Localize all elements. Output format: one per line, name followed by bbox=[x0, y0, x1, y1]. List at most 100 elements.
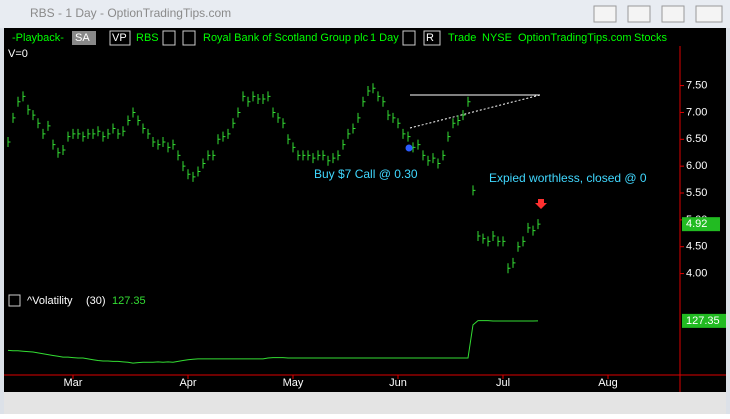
price-bar bbox=[417, 139, 421, 150]
price-bar bbox=[472, 185, 476, 196]
price-bar bbox=[182, 161, 186, 172]
price-bar bbox=[347, 128, 351, 139]
y-tick-label: 6.50 bbox=[686, 133, 707, 145]
vp-button[interactable] bbox=[109, 30, 131, 46]
price-bar bbox=[332, 153, 336, 164]
last-value-label: 127.35 bbox=[686, 315, 720, 327]
price-bar bbox=[387, 110, 391, 121]
sa-button[interactable] bbox=[72, 31, 96, 45]
price-bar bbox=[217, 134, 221, 145]
price-bar bbox=[422, 150, 426, 161]
price-bar bbox=[297, 150, 301, 161]
price-bar bbox=[187, 169, 191, 180]
price-bar bbox=[147, 128, 151, 139]
price-bar bbox=[292, 142, 296, 153]
toolbar: -Playback- SA VP RBS Royal Bank of Scotl… bbox=[8, 30, 668, 60]
annotation: Expied worthless, closed @ 0 bbox=[489, 171, 647, 185]
price-bar bbox=[537, 219, 541, 230]
price-bar bbox=[72, 128, 76, 139]
price-bar bbox=[487, 236, 491, 247]
r-dropdown[interactable] bbox=[423, 30, 441, 46]
price-bar bbox=[322, 150, 326, 161]
minimize-button[interactable] bbox=[627, 5, 651, 23]
price-bar bbox=[277, 112, 281, 123]
price-bar bbox=[197, 166, 201, 177]
price-bar bbox=[87, 128, 91, 139]
price-bar bbox=[397, 118, 401, 129]
x-tick-label: Aug bbox=[598, 377, 618, 389]
price-bar bbox=[437, 158, 441, 169]
x-tick-label: Jun bbox=[389, 377, 407, 389]
y-tick-label: 7.50 bbox=[686, 80, 707, 92]
price-bar bbox=[97, 126, 101, 137]
price-bar bbox=[497, 236, 501, 247]
price-bar bbox=[77, 128, 81, 139]
price-bar bbox=[367, 85, 371, 96]
kind: Trade bbox=[448, 32, 476, 44]
symbol-dropdown[interactable] bbox=[162, 30, 176, 46]
price-bar bbox=[317, 150, 321, 161]
price-bar bbox=[447, 131, 451, 142]
y-tick-label: 6.00 bbox=[686, 160, 707, 172]
y-tick-label: 5.50 bbox=[686, 187, 707, 199]
period-dropdown[interactable] bbox=[402, 30, 416, 46]
window-title: RBS - 1 Day - OptionTradingTips.com bbox=[30, 6, 231, 20]
price-bar bbox=[212, 150, 216, 161]
scrollbar[interactable] bbox=[4, 392, 726, 414]
price-bar bbox=[17, 96, 21, 107]
price-bar bbox=[427, 155, 431, 166]
price-bar bbox=[207, 150, 211, 161]
price-bar bbox=[242, 91, 246, 102]
y-tick-label: 4.00 bbox=[686, 267, 707, 279]
company-dropdown[interactable] bbox=[182, 30, 196, 46]
r-label: R bbox=[426, 32, 434, 44]
price-bar bbox=[92, 128, 96, 139]
price-bar bbox=[37, 118, 41, 129]
price-bar bbox=[502, 236, 506, 247]
vp-label: VP bbox=[112, 32, 127, 44]
close-button[interactable] bbox=[695, 5, 723, 23]
price-bar bbox=[247, 96, 251, 107]
exit-marker bbox=[535, 199, 547, 209]
playback[interactable]: -Playback- bbox=[12, 32, 64, 44]
panel-close[interactable] bbox=[8, 294, 21, 307]
price-bar bbox=[232, 118, 236, 129]
price-bar bbox=[442, 150, 446, 161]
price-bar bbox=[67, 131, 71, 142]
price-bar bbox=[372, 83, 376, 94]
price-bar bbox=[32, 110, 36, 121]
price-bar bbox=[337, 150, 341, 161]
volatility-line bbox=[7, 320, 539, 364]
price-bar bbox=[252, 91, 256, 102]
buy-marker bbox=[405, 144, 413, 152]
price-bar bbox=[412, 142, 416, 153]
price-bar bbox=[257, 94, 261, 105]
restore-button[interactable] bbox=[593, 5, 617, 23]
y-tick-label: 4.50 bbox=[686, 241, 707, 253]
price-bar bbox=[452, 118, 456, 129]
annotation: Buy $7 Call @ 0.30 bbox=[314, 167, 418, 181]
price-bar bbox=[282, 118, 286, 129]
exchange: NYSE bbox=[482, 32, 512, 44]
price-bar bbox=[137, 115, 141, 126]
x-tick-label: Mar bbox=[64, 377, 83, 389]
price-bar bbox=[177, 150, 181, 161]
chart-background bbox=[4, 28, 726, 392]
price-bar bbox=[377, 91, 381, 102]
price-bar bbox=[122, 126, 126, 137]
price-bar bbox=[142, 123, 146, 134]
symbol: RBS bbox=[136, 32, 159, 44]
price-bar bbox=[82, 131, 86, 142]
sa-label: SA bbox=[75, 32, 90, 44]
price-bar bbox=[117, 128, 121, 139]
price-bar bbox=[302, 150, 306, 161]
price-bar bbox=[357, 112, 361, 123]
price-bar bbox=[507, 263, 511, 274]
price-bar bbox=[152, 136, 156, 147]
price-bar bbox=[467, 96, 471, 107]
last-price-label: 4.92 bbox=[686, 218, 707, 230]
last-value-box bbox=[682, 313, 726, 328]
last-price-box bbox=[682, 217, 720, 232]
maximize-button[interactable] bbox=[661, 5, 685, 23]
price-bar bbox=[192, 171, 196, 182]
